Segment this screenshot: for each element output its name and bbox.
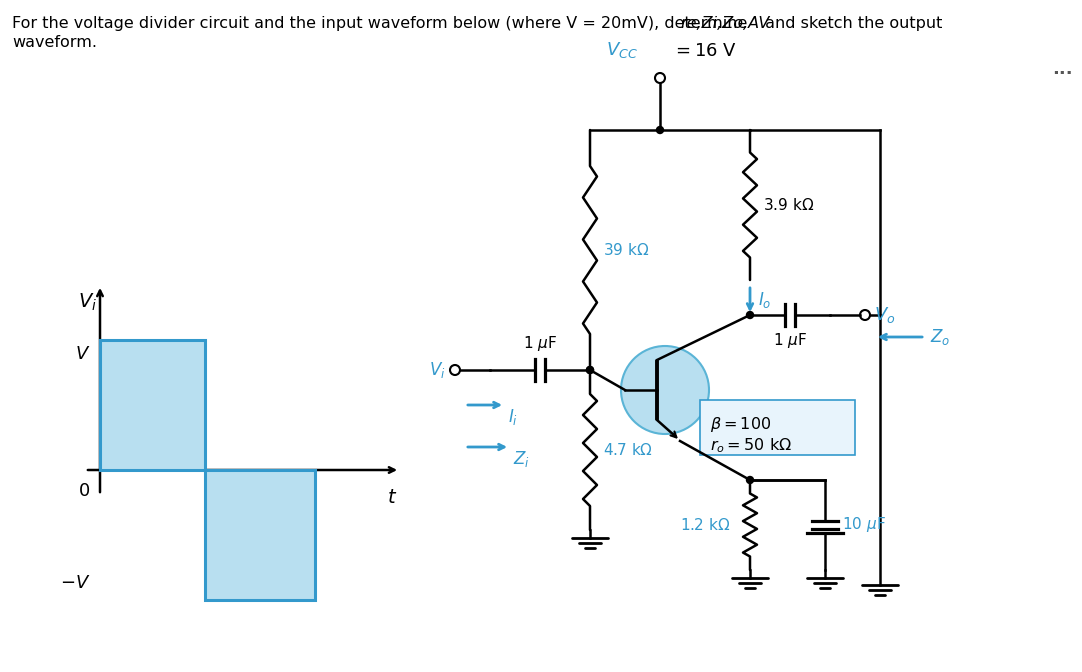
Text: $1.2\ \mathrm{k\Omega}$: $1.2\ \mathrm{k\Omega}$: [679, 517, 730, 533]
Text: $r_o = 50\ \mathrm{k\Omega}$: $r_o = 50\ \mathrm{k\Omega}$: [710, 436, 792, 455]
Text: $\beta = 100$: $\beta = 100$: [710, 415, 771, 434]
Text: $V$: $V$: [75, 345, 90, 363]
Text: $-V$: $-V$: [60, 574, 90, 592]
Circle shape: [586, 366, 594, 374]
Text: $V_i$: $V_i$: [430, 360, 446, 380]
Text: $10\ \mu\mathrm{F}$: $10\ \mu\mathrm{F}$: [842, 515, 886, 534]
Text: waveform.: waveform.: [12, 35, 97, 50]
Text: $V_{CC}$: $V_{CC}$: [606, 40, 638, 60]
Circle shape: [747, 312, 753, 319]
Text: $I_o$: $I_o$: [758, 290, 771, 310]
Text: $1\ \mu\mathrm{F}$: $1\ \mu\mathrm{F}$: [773, 331, 807, 350]
Circle shape: [586, 366, 594, 374]
Text: re,Zi,Zo,AV: re,Zi,Zo,AV: [679, 16, 769, 31]
Text: and sketch the output: and sketch the output: [760, 16, 942, 31]
Text: For the voltage divider circuit and the input waveform below (where V = 20mV), d: For the voltage divider circuit and the …: [12, 16, 752, 31]
Bar: [700, 400, 855, 455]
Text: $t$: $t$: [387, 488, 397, 507]
Text: ...: ...: [1052, 60, 1072, 78]
Text: $I_i$: $I_i$: [509, 407, 518, 427]
Text: $= 16\ \mathrm{V}$: $= 16\ \mathrm{V}$: [672, 42, 737, 60]
Text: $Z_o$: $Z_o$: [931, 327, 950, 347]
Text: $V_o$: $V_o$: [874, 305, 896, 325]
Circle shape: [621, 346, 709, 434]
Bar: [100, 340, 204, 470]
Text: $4.7\ \mathrm{k\Omega}$: $4.7\ \mathrm{k\Omega}$: [603, 442, 654, 458]
Text: $39\ \mathrm{k\Omega}$: $39\ \mathrm{k\Omega}$: [603, 242, 649, 258]
Text: $Z_i$: $Z_i$: [513, 449, 530, 469]
Circle shape: [747, 476, 753, 483]
Text: $V_i$: $V_i$: [78, 292, 97, 312]
Circle shape: [657, 126, 663, 134]
Bar: [204, 470, 315, 600]
Text: $0$: $0$: [78, 482, 90, 500]
Text: $3.9\ \mathrm{k\Omega}$: $3.9\ \mathrm{k\Omega}$: [763, 197, 814, 213]
Text: $1\ \mu\mathrm{F}$: $1\ \mu\mathrm{F}$: [523, 334, 557, 353]
